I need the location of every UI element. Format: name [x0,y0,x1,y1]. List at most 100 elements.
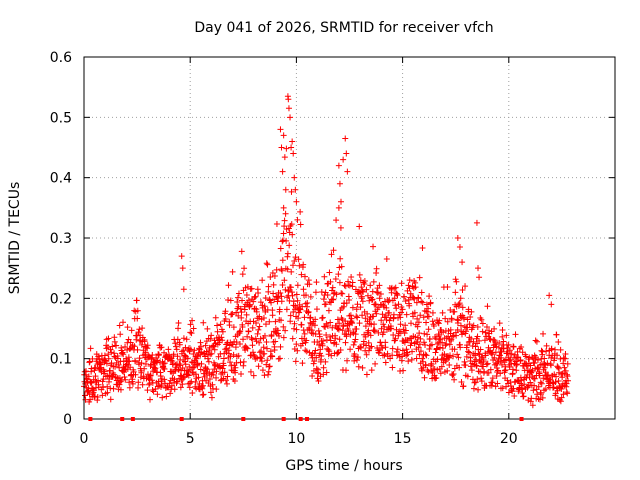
data-point [183,336,190,343]
data-point [173,343,180,350]
data-point [179,265,186,272]
data-point [424,331,431,338]
data-point [318,352,325,359]
data-point [554,352,561,359]
data-point [204,366,211,373]
data-point [346,297,353,304]
data-point [271,296,278,303]
data-point [342,283,349,290]
data-point [347,346,354,353]
data-point [270,281,277,288]
data-point [92,384,99,391]
data-point [447,326,454,333]
data-point [260,315,267,322]
data-point [552,346,559,353]
data-point [235,352,242,359]
data-point [194,360,201,367]
data-point [545,371,552,378]
data-point [289,292,296,299]
data-point [425,326,432,333]
data-point [88,365,95,372]
data-point [452,289,459,296]
data-point [192,371,199,378]
data-point [313,365,320,372]
data-point [510,385,517,392]
data-point [315,378,322,385]
data-point [307,314,314,321]
data-point [472,379,479,386]
data-point [277,126,284,133]
data-point [108,349,115,356]
data-point [94,394,101,401]
data-point [144,387,151,394]
data-point [264,345,271,352]
data-point [362,315,369,322]
data-point [558,394,565,401]
data-point [432,375,439,382]
data-point [156,359,163,366]
data-point [335,204,342,211]
data-point [473,363,480,370]
data-point [564,390,571,397]
data-point [118,350,125,357]
data-point [293,326,300,333]
data-point [494,368,501,375]
data-point [106,368,113,375]
data-point [349,304,356,311]
data-point [269,312,276,319]
data-point [463,353,470,360]
data-point [538,380,545,387]
data-point [324,323,331,330]
data-point [425,305,432,312]
data-point [336,180,343,187]
data-point [253,308,260,315]
data-point [285,105,292,112]
data-point [234,294,241,301]
data-point [178,253,185,260]
data-point [311,358,318,365]
data-point [440,329,447,336]
data-point [419,244,426,251]
data-point [180,335,187,342]
y-tick-label: 0.1 [50,352,72,368]
data-point [327,319,334,326]
data-point [557,346,564,353]
data-point [141,365,148,372]
data-point [555,378,562,385]
data-point [297,221,304,228]
data-point [133,297,140,304]
data-point [507,356,514,363]
data-point [513,361,520,368]
data-point [163,393,170,400]
data-point [467,363,474,370]
data-point [246,301,253,308]
data-point [176,361,183,368]
data-point [339,316,346,323]
data-point [303,292,309,299]
data-point [268,332,275,339]
axis-marker [120,417,125,421]
data-point [132,371,139,378]
data-point [141,338,148,345]
data-point [197,351,204,358]
data-point [181,358,188,365]
data-point [497,358,504,365]
data-point [219,337,226,344]
data-point [191,347,198,354]
data-point [241,265,248,272]
data-point [189,364,196,371]
data-point [412,334,419,341]
data-point [317,346,324,353]
data-point [493,373,500,380]
data-point [419,299,426,306]
data-point [253,319,260,326]
data-point [299,340,306,347]
data-point [282,327,289,334]
data-point [108,360,115,367]
data-point [250,372,257,379]
data-point [241,306,248,313]
data-point [541,364,548,371]
data-point [455,354,462,361]
data-point [174,336,181,343]
data-point [142,360,149,367]
